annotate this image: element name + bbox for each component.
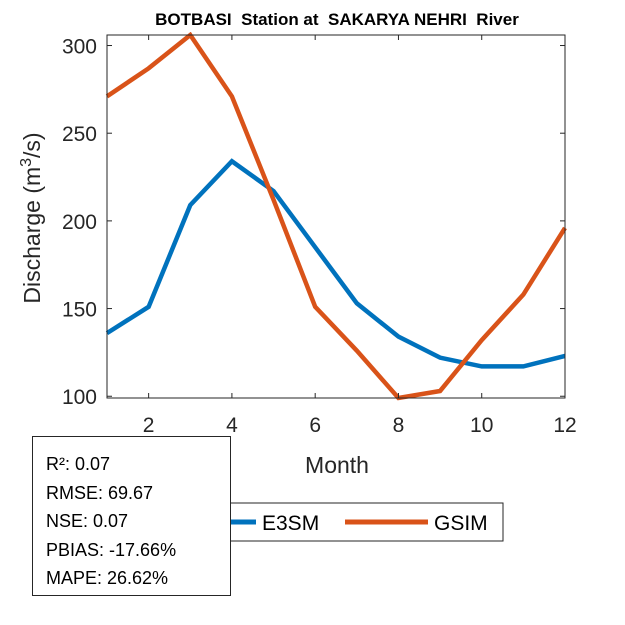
x-axis-label: Month — [305, 452, 369, 478]
axes-box — [106, 34, 566, 399]
y-tick-label: 100 — [62, 386, 97, 409]
stats-box: R²: 0.07 RMSE: 69.67 NSE: 0.07 PBIAS: -1… — [32, 436, 231, 596]
x-tick-label: 4 — [226, 414, 238, 437]
y-axis-label: Discharge (m3/s) — [18, 132, 45, 303]
x-tick-label: 2 — [143, 414, 155, 437]
x-tick-label: 6 — [309, 414, 321, 437]
legend-label-gsim: GSIM — [434, 512, 488, 535]
stats-r2: R²: 0.07 — [46, 454, 111, 474]
x-tick-label: 10 — [470, 414, 493, 437]
stats-mape: MAPE: 26.62% — [46, 568, 169, 588]
stats-rmse: RMSE: 69.67 — [46, 482, 154, 503]
series-line-e3sm — [105, 158, 566, 369]
stats-pbias: PBIAS: -17.66% — [46, 539, 177, 560]
y-axis-label-superscript: 3 — [18, 158, 35, 167]
y-tick-label: 150 — [62, 299, 97, 322]
ticks-layer: 2 4 6 8 10 12 100 150 200 250 300 — [62, 35, 577, 437]
y-axis-label-main: Discharge (m — [19, 167, 45, 304]
y-axis-label-end: /s) — [19, 132, 45, 158]
y-tick-label: 250 — [62, 123, 97, 146]
y-tick-label: 200 — [62, 211, 97, 234]
series-line-gsim — [105, 32, 567, 401]
chart-title: BOTBASI Station at SAKARYA NEHRI River — [155, 10, 519, 29]
stats-nse: NSE: 0.07 — [46, 511, 129, 531]
legend-label-e3sm: E3SM — [262, 512, 319, 535]
x-tick-label: 12 — [553, 414, 576, 437]
series-layer — [105, 32, 567, 401]
x-tick-label: 8 — [393, 414, 405, 437]
y-tick-label: 300 — [62, 36, 97, 59]
